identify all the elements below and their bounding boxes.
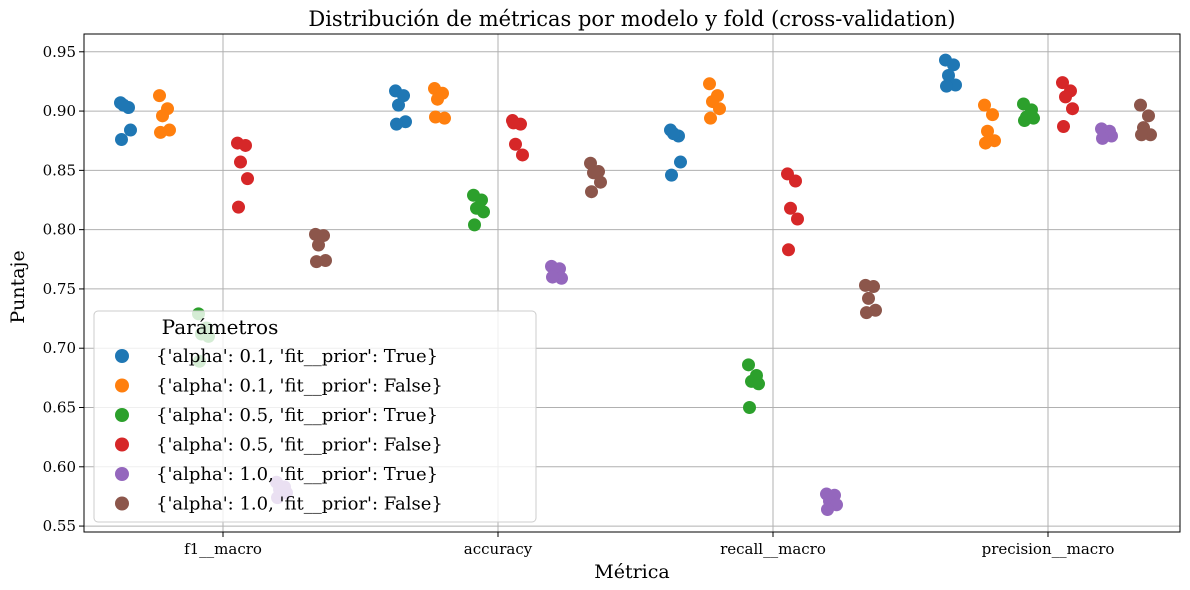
x-axis-title: Métrica (594, 561, 669, 583)
data-point (791, 212, 804, 226)
legend-marker (115, 378, 129, 393)
y-tick-label: 0.90 (43, 102, 76, 120)
y-tick-label: 0.60 (43, 458, 76, 476)
x-tick-label: recall__macro (720, 540, 826, 558)
data-point (942, 69, 955, 82)
data-point (390, 117, 403, 131)
legend-marker (115, 496, 129, 511)
data-point (1057, 119, 1070, 133)
data-point (1135, 128, 1148, 142)
y-tick-label: 0.80 (43, 221, 76, 239)
axis-layer: 0.55 0.60 0.65 0.70 0.75 0.80 0.85 0.90 0.95 f1__… (43, 33, 1181, 558)
data-point (978, 98, 991, 112)
data-point (546, 270, 559, 284)
data-point (742, 358, 755, 372)
data-point (392, 98, 405, 112)
data-point (979, 136, 992, 150)
data-point (431, 92, 444, 106)
data-point (312, 238, 325, 252)
data-point (241, 172, 254, 186)
data-point (867, 280, 880, 294)
data-point (477, 205, 490, 219)
legend-label: {'alpha': 0.5, 'fit__prior': False} (156, 435, 443, 456)
chart-title: Distribución de métricas por modelo y fo… (308, 7, 955, 31)
data-point (1096, 131, 1109, 145)
data-point (154, 125, 167, 139)
legend-label: {'alpha': 0.1, 'fit__prior': False} (156, 376, 443, 397)
legend-label: {'alpha': 1.0, 'fit__prior': True} (156, 464, 438, 485)
data-point (860, 306, 873, 320)
y-tick-label: 0.55 (43, 517, 76, 535)
data-point (310, 255, 323, 269)
y-tick-label: 0.95 (43, 43, 76, 61)
y-tick-label: 0.85 (43, 161, 76, 179)
legend: Parámetros {'alpha': 0.1, 'fit__prior': T… (93, 310, 537, 523)
x-tick-label: precision__macro (982, 540, 1115, 558)
legend-marker (115, 349, 129, 363)
data-point (1066, 102, 1079, 116)
data-point (782, 243, 795, 257)
legend-marker (115, 437, 129, 452)
data-point (940, 79, 953, 93)
data-point (667, 127, 680, 141)
data-point (862, 291, 875, 305)
legend-marker (115, 467, 129, 481)
x-tick-label: accuracy (464, 540, 533, 558)
data-point (1142, 109, 1155, 123)
data-point (153, 89, 166, 103)
legend-label: {'alpha': 0.5, 'fit__prior': True} (156, 405, 438, 426)
data-point (594, 175, 607, 189)
data-point (239, 138, 252, 152)
data-point (789, 174, 802, 188)
data-point (509, 137, 522, 151)
y-tick-label: 0.70 (43, 339, 76, 357)
data-point (784, 201, 797, 215)
data-point (1018, 114, 1031, 128)
data-point (234, 155, 247, 169)
data-point (117, 98, 130, 112)
data-point (124, 123, 137, 137)
data-point (156, 109, 169, 123)
y-tick-label: 0.75 (43, 280, 76, 298)
y-tick-label: 0.65 (43, 399, 76, 417)
data-point (665, 168, 678, 182)
y-axis-title: Puntaje (7, 250, 29, 323)
plot-frame (83, 33, 1181, 533)
data-point (429, 110, 442, 124)
data-point (704, 111, 717, 125)
data-point (507, 116, 520, 130)
data-point (981, 124, 994, 138)
data-point (752, 377, 765, 391)
data-point (743, 401, 756, 414)
data-point (1056, 76, 1069, 90)
data-point (713, 102, 726, 116)
data-point (585, 185, 598, 199)
legend-box (93, 310, 537, 523)
data-point (587, 166, 600, 180)
legend-title: Parámetros (162, 315, 279, 339)
data-point (468, 218, 481, 232)
data-point (115, 133, 128, 147)
data-point (674, 155, 687, 169)
data-point (703, 77, 716, 91)
data-point (821, 502, 834, 516)
data-point (1059, 90, 1072, 104)
x-tick-label: f1__macro (184, 540, 262, 558)
legend-label: {'alpha': 1.0, 'fit__prior': False} (156, 494, 443, 515)
legend-marker (115, 408, 129, 422)
data-point (986, 108, 999, 122)
data-point (1134, 98, 1147, 112)
legend-label: {'alpha': 0.1, 'fit__prior': True} (156, 346, 438, 367)
data-point (947, 58, 960, 72)
data-point (516, 148, 529, 162)
data-point (1144, 128, 1157, 142)
data-point (232, 200, 245, 214)
